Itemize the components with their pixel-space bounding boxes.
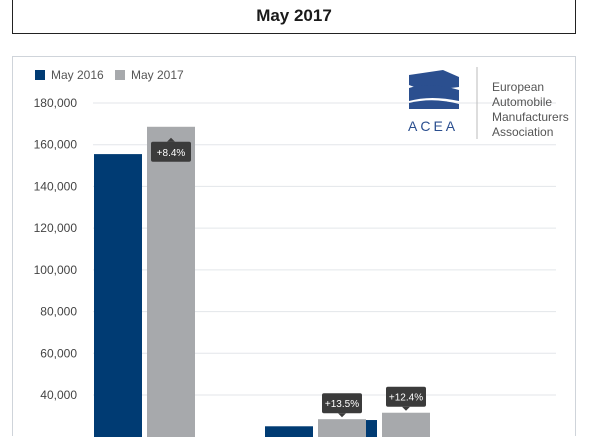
legend-label-may-2016: May 2016 xyxy=(51,68,104,82)
data-labels: +8.4% +13.5% +12.4% xyxy=(151,137,426,418)
bar-may-2017-3 xyxy=(382,412,430,437)
logo-line-1: European xyxy=(492,80,544,94)
title-box: May 2017 xyxy=(12,0,576,34)
bars xyxy=(94,126,430,437)
page-title: May 2017 xyxy=(256,5,332,25)
y-tick-label: 80,000 xyxy=(40,305,77,319)
data-label-1: +8.4% xyxy=(151,137,191,162)
acea-logo: ACEA European Automobile Manufacturers A… xyxy=(408,67,569,139)
y-axis-ticks: 40,000 60,000 80,000 100,000 120,000 140,000 1… xyxy=(34,96,78,402)
data-label-2: +13.5% xyxy=(322,393,362,418)
chart-panel: 40,000 60,000 80,000 100,000 120,000 140,000 1… xyxy=(12,56,576,437)
y-tick-label: 40,000 xyxy=(40,388,77,402)
bar-chart: 40,000 60,000 80,000 100,000 120,000 140,000 1… xyxy=(34,67,569,437)
y-tick-label: 140,000 xyxy=(34,179,78,193)
data-label-text: +12.4% xyxy=(389,393,423,404)
bar-may-2017-2 xyxy=(318,419,366,437)
legend-swatch-may-2017 xyxy=(115,70,125,80)
data-label-text: +13.5% xyxy=(325,399,359,410)
legend-swatch-may-2016 xyxy=(35,70,45,80)
logo-line-3: Manufacturers xyxy=(492,110,569,124)
y-tick-label: 180,000 xyxy=(34,96,78,110)
y-tick-label: 120,000 xyxy=(34,221,78,235)
logo-line-4: Association xyxy=(492,125,553,139)
y-tick-label: 100,000 xyxy=(34,263,78,277)
legend: May 2016 May 2017 xyxy=(35,68,184,82)
legend-label-may-2017: May 2017 xyxy=(131,68,184,82)
bar-may-2017-1 xyxy=(147,126,195,437)
bar-may-2016-1 xyxy=(94,154,142,437)
logo-line-2: Automobile xyxy=(492,95,552,109)
acea-acronym: ACEA xyxy=(408,118,458,134)
data-label-3: +12.4% xyxy=(386,386,426,411)
y-tick-label: 60,000 xyxy=(40,346,77,360)
bar-may-2016-2 xyxy=(265,426,313,437)
acea-car-icon xyxy=(409,70,459,109)
data-label-text: +8.4% xyxy=(157,148,186,159)
y-tick-label: 160,000 xyxy=(34,138,78,152)
